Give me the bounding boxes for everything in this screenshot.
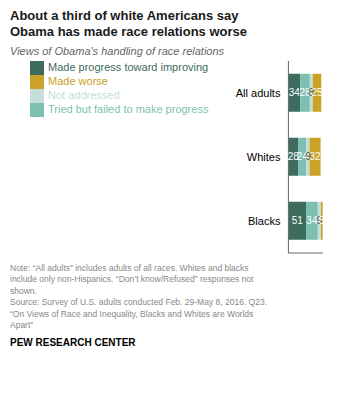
svg-text:Blacks: Blacks	[248, 214, 281, 226]
svg-text:28: 28	[299, 86, 311, 98]
svg-text:Whites: Whites	[247, 150, 281, 162]
svg-text:All adults: All adults	[236, 86, 281, 98]
html-text:Made progress toward improving: Made progress toward improving	[48, 60, 209, 73]
html-text:shown.: shown.	[10, 285, 37, 296]
html-text:include only non-Hispanics. “D: include only non-Hispanics. “Don’t know/…	[10, 274, 254, 284]
svg-text:5: 5	[319, 215, 325, 226]
html-text:Note: “All adults” includes ad: Note: “All adults” includes adults of al…	[10, 262, 249, 273]
svg-text:9: 9	[305, 150, 311, 162]
html-text:“On Views of Race and Inequali: “On Views of Race and Inequality, Blacks…	[10, 308, 254, 319]
html-text:Views of Obama's handling of r: Views of Obama's handling of race relati…	[10, 44, 225, 57]
html-text:Made worse: Made worse	[48, 74, 108, 87]
html-text:Source: Survey of U.S. adults: Source: Survey of U.S. adults conducted …	[10, 297, 267, 307]
svg-text:34: 34	[306, 214, 318, 226]
html-text:PEW RESEARCH CENTER: PEW RESEARCH CENTER	[10, 336, 136, 348]
svg-text:28: 28	[287, 150, 299, 162]
html-text:Not addressed: Not addressed	[48, 88, 120, 101]
svg-text:34: 34	[288, 86, 300, 98]
html-text:Tried but failed to make progr: Tried but failed to make progress	[48, 102, 209, 115]
svg-text:32: 32	[309, 151, 321, 162]
html-text:Apart”: Apart”	[10, 320, 34, 330]
html-text:About a third of white America: About a third of white Americans say Oba…	[10, 8, 247, 40]
svg-text:24: 24	[296, 150, 308, 162]
svg-text:51: 51	[292, 215, 304, 226]
svg-text:25: 25	[311, 87, 323, 98]
